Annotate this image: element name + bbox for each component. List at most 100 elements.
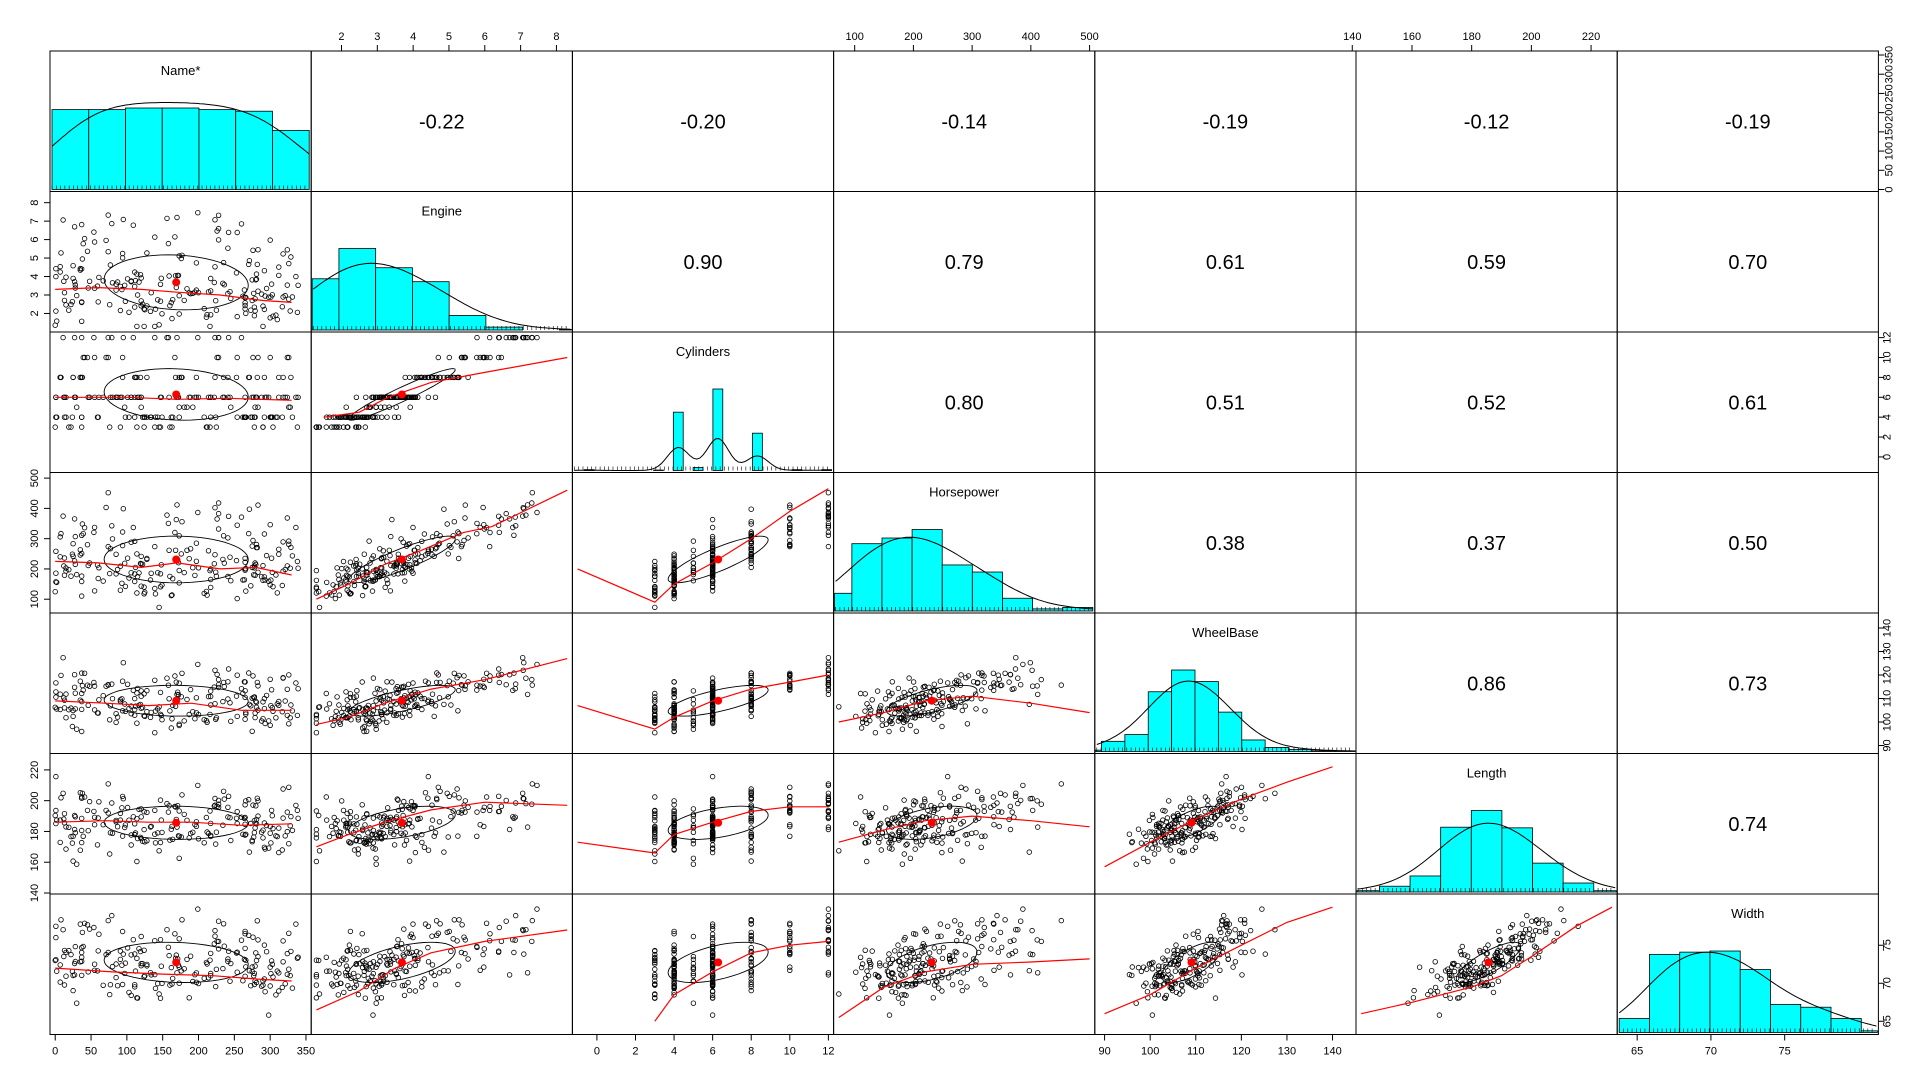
data-point	[201, 414, 207, 420]
data-point	[748, 831, 754, 838]
data-point	[361, 723, 367, 730]
data-point	[1427, 988, 1434, 994]
data-point	[330, 983, 336, 989]
data-point	[119, 529, 126, 535]
data-point	[384, 679, 390, 685]
data-point	[444, 521, 450, 527]
data-point	[328, 823, 335, 830]
data-point	[437, 921, 443, 927]
data-point	[190, 404, 196, 410]
data-point	[70, 858, 76, 864]
data-point	[529, 490, 535, 496]
data-point	[1162, 964, 1169, 970]
data-point	[365, 414, 371, 420]
histogram-bar	[198, 109, 237, 190]
data-point	[380, 830, 386, 837]
data-point	[269, 292, 275, 298]
data-point	[282, 566, 288, 573]
mean-point	[397, 958, 406, 967]
data-point	[1187, 965, 1193, 972]
data-point	[376, 718, 382, 724]
data-point	[220, 921, 227, 927]
data-point	[207, 312, 214, 318]
data-point	[346, 706, 353, 712]
mean-point	[927, 696, 936, 705]
data-point	[419, 984, 425, 990]
data-point	[748, 918, 754, 924]
data-point	[979, 672, 985, 679]
data-point	[249, 728, 255, 734]
data-point	[159, 829, 165, 836]
data-point	[225, 804, 231, 810]
data-point	[1141, 830, 1147, 836]
data-point	[652, 697, 658, 703]
data-point	[885, 957, 892, 963]
data-point	[344, 697, 350, 703]
data-point	[1163, 974, 1169, 981]
data-point	[395, 937, 401, 943]
data-point	[445, 694, 451, 700]
data-point	[213, 829, 220, 835]
data-point	[901, 689, 907, 696]
data-point	[286, 721, 292, 727]
data-point	[495, 949, 502, 955]
data-point	[419, 831, 425, 838]
data-point	[1447, 979, 1454, 985]
data-point	[351, 951, 357, 957]
loess-trend-line	[55, 820, 292, 826]
data-point	[341, 817, 347, 823]
data-point	[144, 556, 150, 563]
data-point	[431, 833, 437, 839]
loess-trend-line	[577, 674, 829, 730]
data-point	[267, 676, 273, 682]
data-point	[882, 962, 889, 968]
data-point	[79, 929, 86, 936]
data-point	[184, 696, 190, 703]
data-point	[169, 424, 175, 430]
data-point	[1146, 817, 1153, 824]
data-point	[425, 374, 431, 381]
data-point	[919, 803, 925, 809]
data-point	[136, 279, 142, 285]
data-point	[882, 805, 889, 811]
data-point	[84, 807, 91, 814]
data-point	[860, 823, 866, 830]
data-point	[225, 513, 232, 519]
data-point	[284, 282, 290, 288]
data-point	[1526, 931, 1532, 937]
data-point	[141, 809, 147, 815]
data-point	[393, 828, 400, 835]
data-point	[709, 975, 716, 981]
data-point	[1219, 797, 1226, 804]
data-point	[57, 962, 63, 968]
data-point	[211, 394, 217, 400]
data-point	[1155, 846, 1162, 852]
data-point	[173, 952, 179, 958]
data-point	[1218, 781, 1225, 787]
data-point	[748, 959, 754, 965]
data-point	[997, 682, 1004, 689]
data-point	[254, 795, 260, 801]
data-point	[902, 694, 908, 700]
data-point	[276, 272, 282, 279]
scatter-panel-width-engine	[313, 906, 568, 1018]
data-point	[1163, 842, 1169, 848]
data-point	[293, 394, 299, 400]
data-point	[190, 565, 196, 571]
data-point	[709, 551, 716, 557]
data-point	[1150, 814, 1156, 821]
data-point	[1204, 797, 1211, 803]
data-point	[273, 833, 279, 839]
data-point	[157, 571, 164, 577]
data-point	[1198, 982, 1204, 988]
data-point	[431, 374, 437, 381]
data-point	[117, 587, 124, 593]
data-point	[922, 692, 929, 698]
data-point	[119, 928, 126, 935]
data-point	[131, 706, 138, 713]
data-point	[1020, 782, 1026, 789]
data-point	[261, 268, 268, 274]
data-point	[389, 516, 395, 523]
data-point	[979, 943, 985, 950]
